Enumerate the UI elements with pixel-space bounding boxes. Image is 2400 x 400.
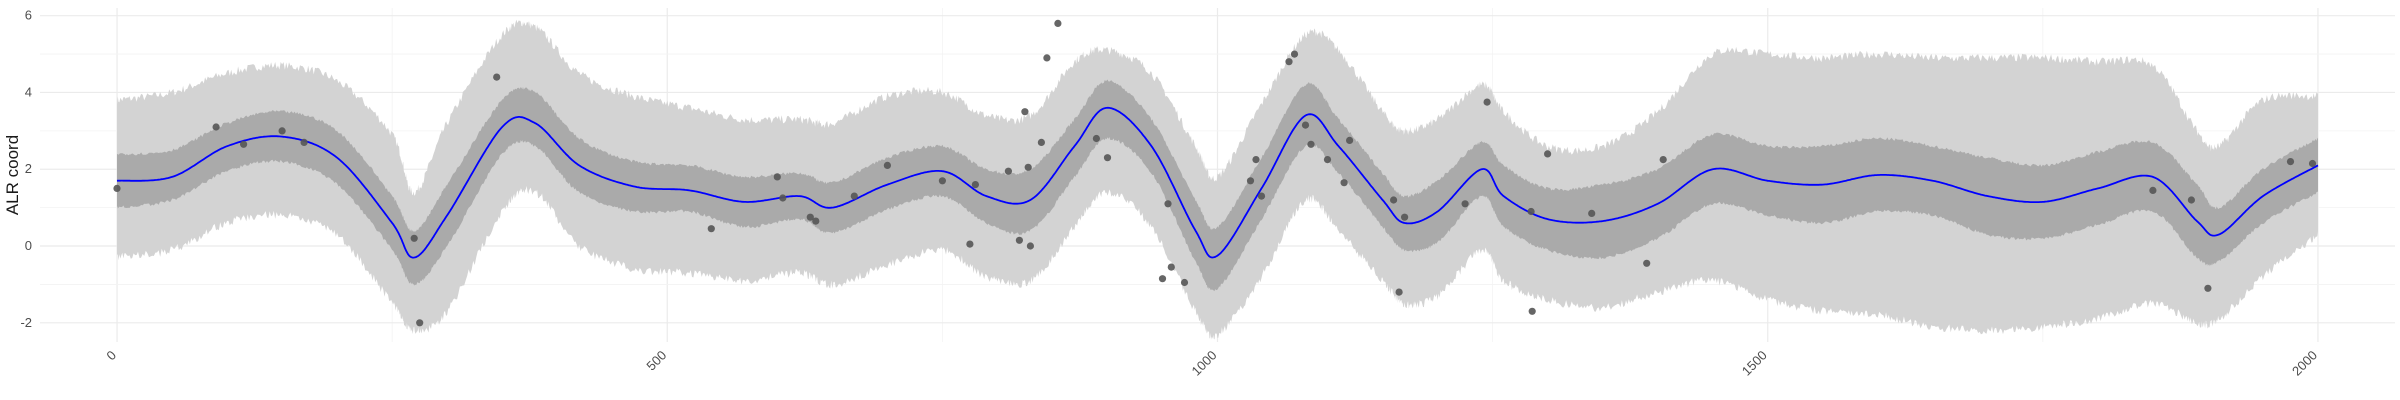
data-point [812, 217, 820, 225]
data-point [1021, 108, 1029, 116]
data-point [1252, 156, 1260, 164]
data-point [113, 184, 121, 192]
data-point [1092, 134, 1100, 143]
data-point [1180, 278, 1189, 287]
data-point [1346, 136, 1354, 144]
data-point [806, 213, 814, 221]
data-point [1103, 154, 1112, 162]
data-point [1026, 242, 1034, 250]
data-point [779, 194, 787, 202]
data-point [416, 319, 424, 327]
data-point [1015, 236, 1024, 244]
data-point [966, 240, 974, 248]
data-point [2308, 159, 2317, 168]
observations [113, 19, 2317, 327]
x-tick-label: 1000 [1189, 348, 1220, 379]
data-point [410, 234, 418, 242]
data-point [1588, 209, 1596, 217]
data-point [1246, 177, 1255, 185]
data-point [1004, 167, 1013, 175]
y-tick-label: 2 [25, 161, 32, 176]
data-point [883, 161, 892, 169]
y-tick-label: 4 [25, 84, 32, 99]
y-tick-label: -2 [20, 315, 32, 330]
data-point [212, 123, 220, 131]
x-tick-label: 500 [643, 348, 669, 374]
x-tick-label: 2000 [2289, 348, 2320, 379]
data-point [1054, 19, 1062, 27]
data-point [300, 138, 308, 146]
data-point [1307, 140, 1315, 148]
data-point [850, 192, 858, 200]
data-point [1024, 163, 1032, 171]
data-point [1285, 58, 1293, 66]
data-point [1167, 263, 1175, 271]
data-point [1483, 98, 1491, 106]
data-point [1544, 150, 1552, 158]
x-tick-label: 0 [103, 348, 119, 364]
data-point [1043, 54, 1051, 62]
x-tick-label: 1500 [1739, 348, 1770, 379]
mean-line-layer [116, 106, 2319, 259]
data-point [1257, 192, 1266, 200]
data-point [2204, 284, 2212, 292]
data-point [773, 173, 781, 181]
y-tick-label: 0 [25, 238, 32, 253]
data-point [1401, 213, 1409, 221]
data-point [493, 73, 501, 81]
data-point [938, 177, 947, 185]
data-point [1643, 259, 1651, 267]
data-point [1164, 200, 1172, 208]
data-point [1301, 121, 1310, 129]
data-point [1659, 156, 1667, 164]
data-point [1037, 138, 1045, 146]
data-point [1527, 207, 1535, 216]
data-point [1323, 156, 1332, 164]
data-point [2187, 196, 2195, 204]
data-point [971, 181, 980, 189]
outer-credible-band [117, 19, 2318, 340]
inner-credible-band [117, 79, 2318, 292]
data-point [2149, 186, 2157, 194]
y-tick-label: 6 [25, 8, 32, 23]
data-point [1390, 196, 1398, 204]
data-point [240, 140, 248, 148]
data-point [1340, 179, 1348, 187]
bands [117, 19, 2318, 340]
data-point [1290, 50, 1299, 58]
y-axis-title: ALR coord [3, 135, 22, 215]
data-point [707, 225, 715, 233]
data-point [1395, 288, 1403, 296]
data-point [1461, 200, 1469, 208]
data-point [1528, 307, 1536, 315]
data-point [1158, 275, 1167, 283]
data-point [278, 127, 286, 135]
mean-line [116, 106, 2319, 259]
data-point [2286, 158, 2295, 166]
